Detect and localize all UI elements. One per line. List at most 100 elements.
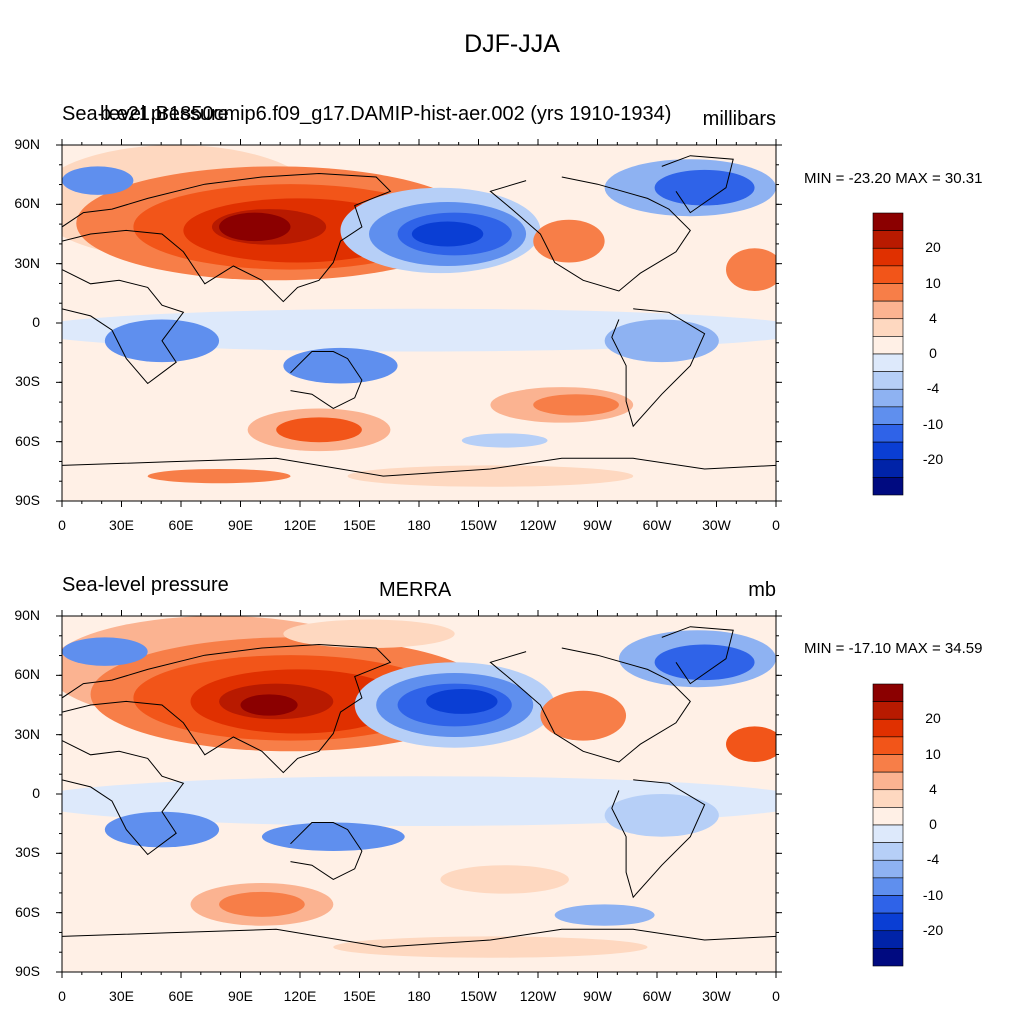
colorbar-label: -4: [926, 851, 940, 868]
colorbar-swatch: [872, 948, 904, 967]
colorbar-label: -10: [922, 886, 944, 903]
x-tick-label: 60E: [168, 988, 194, 1004]
y-tick-label: 30N: [14, 254, 40, 271]
x-tick-label: 30W: [702, 988, 731, 1004]
coastline: [611, 308, 706, 428]
contour-region: [240, 694, 298, 716]
y-tick-label: 60S: [15, 903, 40, 920]
colorbar-label: 20: [925, 239, 941, 256]
x-tick-label: 30E: [109, 988, 134, 1004]
colorbar-label: -20: [922, 921, 944, 938]
map-panel-2: [56, 610, 782, 978]
contour-region: [533, 394, 619, 416]
colorbar-label: 4: [929, 780, 937, 797]
contour-region: [104, 811, 220, 848]
colorbar-swatch: [872, 877, 904, 896]
contour-region: [347, 465, 634, 487]
x-tick-label: 150E: [343, 517, 376, 533]
contour-region: [426, 688, 498, 714]
y-tick-label: 90S: [15, 492, 40, 508]
x-tick-label: 30W: [702, 517, 731, 533]
colorbar-label: 10: [925, 274, 941, 291]
x-tick-label: 150W: [460, 517, 497, 533]
colorbar: [872, 212, 904, 496]
x-tick-label: 0: [772, 988, 780, 1004]
panel2-center-label: MERRA: [379, 579, 452, 601]
contour-region: [62, 166, 134, 195]
x-tick-label: 120E: [283, 517, 317, 533]
panel2-min-max: MIN = -17.10 MAX = 34.59: [804, 640, 983, 657]
pressure-field: [62, 616, 776, 972]
coastline: [62, 740, 185, 856]
map-panel-1: [56, 139, 782, 507]
x-tick-label: 90E: [228, 988, 253, 1004]
contour-region: [604, 319, 719, 363]
coastline: [661, 626, 734, 685]
y-tick-label: 90N: [14, 607, 40, 623]
colorbar-swatch: [872, 736, 904, 755]
x-tick-label: 0: [58, 517, 66, 533]
contour-region: [554, 904, 655, 926]
y-tick-label: 90S: [15, 963, 40, 979]
contour-region: [654, 169, 755, 206]
colorbar-swatch: [872, 701, 904, 720]
x-tick-label: 60W: [642, 988, 672, 1004]
x-tick-label: 90W: [583, 988, 612, 1004]
contour-region: [411, 221, 484, 247]
colorbar-label: -10: [922, 415, 944, 432]
contour-region: [147, 468, 291, 484]
x-tick-label: 90E: [228, 517, 253, 533]
colorbar-label: 20: [925, 710, 941, 727]
colorbar-swatch: [872, 300, 904, 320]
x-tick-label: 0: [772, 517, 780, 533]
colorbar-swatch: [872, 230, 904, 249]
coastline: [62, 172, 392, 303]
y-tick-label: 60S: [15, 432, 40, 449]
coastline: [290, 351, 363, 409]
y-tick-label: 0: [32, 314, 40, 330]
x-tick-label: 180: [407, 988, 431, 1004]
colorbar-swatch: [872, 754, 904, 773]
colorbar-swatch: [872, 789, 904, 808]
colorbar-label: 4: [929, 309, 937, 326]
contour-region: [261, 822, 405, 851]
coastline: [611, 779, 706, 899]
coastline: [661, 155, 734, 214]
contour-region: [461, 433, 548, 448]
y-tick-label: 30S: [15, 844, 40, 861]
colorbar-swatch: [872, 388, 904, 408]
x-tick-label: 120W: [519, 988, 557, 1004]
panel2-units-label: mb: [748, 579, 776, 601]
x-tick-label: 60W: [642, 517, 672, 533]
colorbar-swatch: [872, 406, 904, 425]
contour-region: [533, 219, 605, 263]
colorbar-swatch: [872, 318, 904, 337]
figure-title: DJF-JJA: [464, 30, 560, 58]
x-tick-label: 30E: [109, 517, 134, 533]
panel1-units-label: millibars: [702, 108, 776, 130]
coastline: [62, 457, 776, 477]
colorbar-swatch: [872, 265, 904, 284]
x-tick-label: 120E: [283, 988, 317, 1004]
x-tick-label: 120W: [519, 517, 557, 533]
colorbar-swatch: [872, 283, 904, 302]
colorbar-swatch: [872, 424, 904, 443]
y-tick-label: 60N: [14, 195, 40, 212]
colorbar-swatch: [872, 807, 904, 826]
panel2-left-label: Sea-level pressure: [62, 574, 229, 596]
colorbar-swatch: [872, 353, 904, 372]
colorbar-swatch: [872, 824, 904, 843]
contour-region: [62, 308, 776, 352]
y-tick-label: 60N: [14, 666, 40, 683]
coastline: [290, 822, 363, 880]
coastline: [62, 269, 185, 385]
colorbar-swatch: [872, 859, 904, 879]
y-tick-label: 0: [32, 785, 40, 801]
contour-region: [440, 865, 569, 894]
y-tick-label: 30S: [15, 373, 40, 390]
contour-region: [333, 936, 648, 958]
x-tick-label: 180: [407, 517, 431, 533]
contour-region: [283, 619, 455, 649]
colorbar-swatch: [872, 371, 904, 390]
colorbar-swatch: [872, 895, 904, 914]
